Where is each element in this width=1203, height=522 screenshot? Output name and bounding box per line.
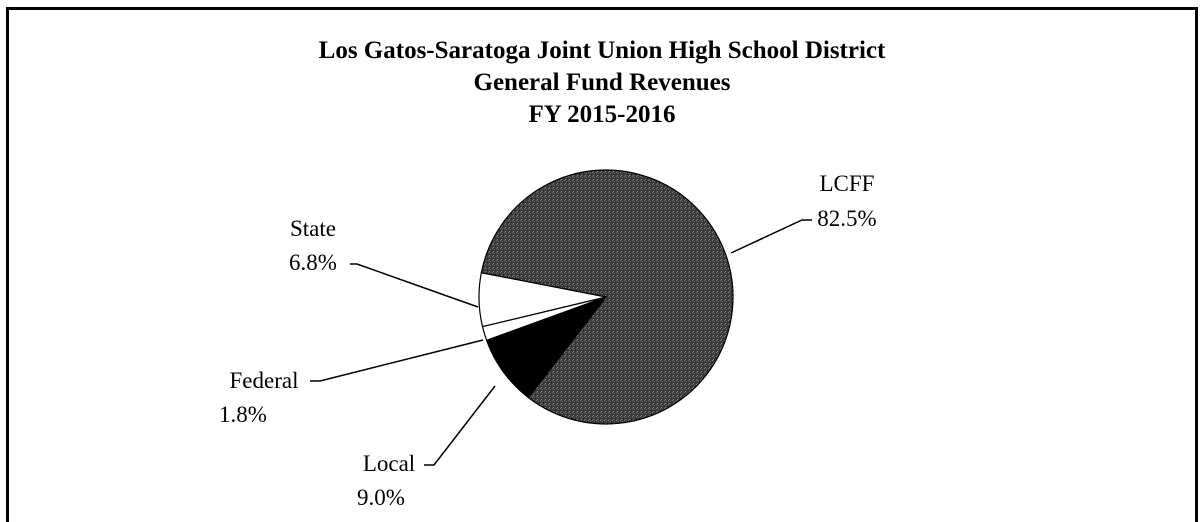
leader-line-federal <box>310 339 484 382</box>
label-lcff-value: 82.5% <box>817 206 876 231</box>
label-federal-name: Federal <box>230 368 299 393</box>
label-federal-value: 1.8% <box>219 402 267 427</box>
leader-line-lcff <box>730 219 812 254</box>
pie-slices <box>478 169 734 425</box>
leader-line-local <box>424 385 496 466</box>
chart-title-line-3: FY 2015-2016 <box>529 101 676 128</box>
label-lcff-name: LCFF <box>820 171 875 196</box>
chart-title-line-1: Los Gatos-Saratoga Joint Union High Scho… <box>319 37 886 64</box>
pie-slice-state <box>478 272 607 328</box>
leader-line-state <box>350 263 479 308</box>
chart-title-line-2: General Fund Revenues <box>474 69 731 96</box>
chart-frame <box>6 7 1198 522</box>
pie-slice-lcff <box>480 169 734 425</box>
label-local-name: Local <box>363 451 415 476</box>
label-state-name: State <box>290 216 336 241</box>
label-state-value: 6.8% <box>289 250 337 275</box>
label-local-value: 9.0% <box>357 485 405 510</box>
